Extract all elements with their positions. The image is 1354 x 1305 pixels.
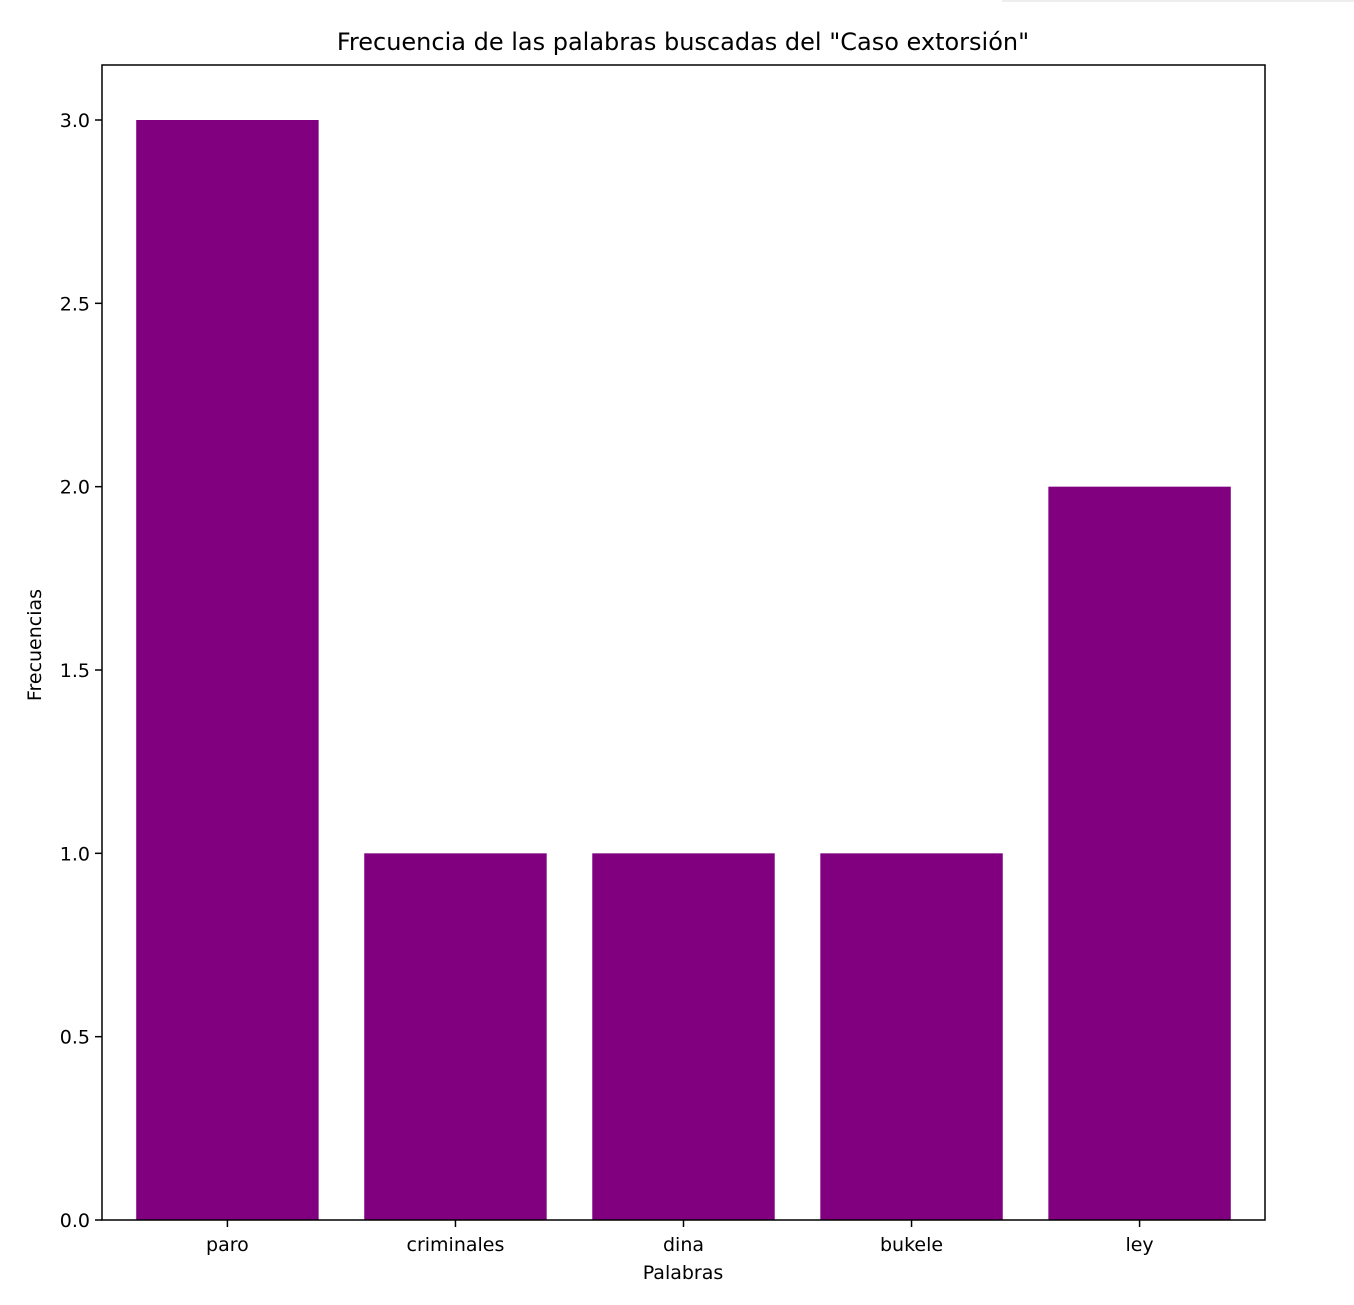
y-tick-label: 1.0 xyxy=(60,843,90,865)
y-tick-label: 3.0 xyxy=(60,110,90,132)
bar-paro xyxy=(136,120,319,1220)
bars-group xyxy=(136,120,1231,1220)
bar-dina xyxy=(592,853,775,1220)
bar-bukele xyxy=(820,853,1003,1220)
chart-title: Frecuencia de las palabras buscadas del … xyxy=(337,28,1029,56)
y-tick-label: 2.0 xyxy=(60,477,90,499)
x-tick-label-criminales: criminales xyxy=(407,1234,505,1256)
x-tick-label-ley: ley xyxy=(1125,1234,1153,1256)
window-top-edge xyxy=(1002,0,1354,2)
y-axis-label: Frecuencias xyxy=(24,589,46,701)
bar-ley xyxy=(1048,486,1231,1220)
x-tick-label-paro: paro xyxy=(206,1234,249,1256)
x-axis-label: Palabras xyxy=(643,1262,724,1284)
y-tick-label: 0.0 xyxy=(60,1210,90,1232)
y-tick-label: 1.5 xyxy=(60,660,90,682)
y-tick-label: 0.5 xyxy=(60,1027,90,1049)
y-tick-label: 2.5 xyxy=(60,293,90,315)
bar-criminales xyxy=(364,853,547,1220)
x-axis: paro criminales dina bukele ley xyxy=(206,1220,1154,1256)
x-tick-label-bukele: bukele xyxy=(880,1234,943,1256)
x-tick-label-dina: dina xyxy=(663,1234,704,1256)
y-axis: 0.0 0.5 1.0 1.5 2.0 2.5 3.0 xyxy=(60,110,102,1232)
